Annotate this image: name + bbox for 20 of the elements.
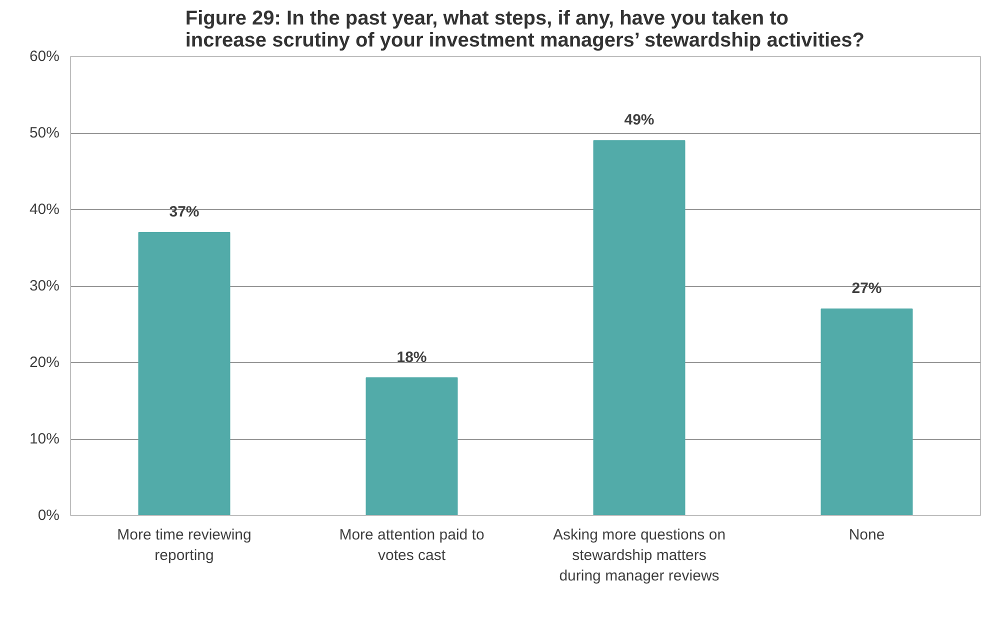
chart-title: Figure 29: In the past year, what steps, if any, have you taken to increase scrutiny of your investment managers’ stewardship activities?	[185, 8, 865, 52]
data-label: 18%	[396, 348, 427, 366]
bar	[820, 308, 913, 516]
data-label: 37%	[169, 203, 200, 220]
y-tick-label: 0%	[38, 507, 60, 524]
x-tick-label: None	[848, 526, 885, 544]
bar	[138, 232, 230, 516]
x-tick-label: More attention paid to votes cast	[339, 526, 484, 564]
y-tick-label: 50%	[29, 124, 60, 142]
bar	[593, 140, 686, 516]
bar	[366, 377, 458, 516]
y-tick-label: 10%	[29, 430, 60, 448]
x-tick-label: More time reviewing reporting	[117, 526, 252, 564]
y-tick-label: 20%	[29, 354, 60, 371]
y-tick-label: 40%	[29, 201, 60, 218]
data-label: 49%	[624, 112, 654, 129]
x-tick-label: Asking more questions on stewardship matters during manager reviews	[552, 526, 726, 584]
y-tick-label: 30%	[29, 278, 60, 294]
data-label: 27%	[852, 280, 882, 297]
y-tick-label: 60%	[29, 48, 60, 65]
